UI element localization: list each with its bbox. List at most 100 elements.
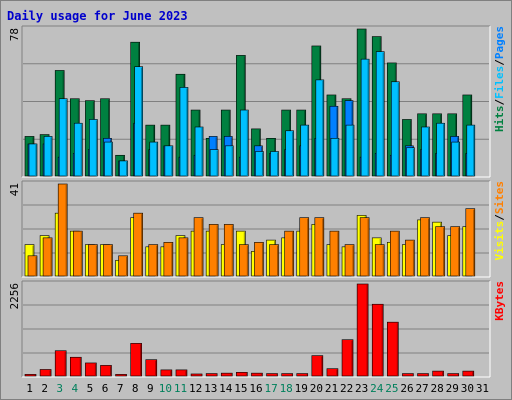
bar-files xyxy=(179,87,189,177)
bar-kbytes xyxy=(24,374,37,377)
bar-files xyxy=(375,51,385,177)
bar-kbytes xyxy=(432,370,444,377)
bar-files xyxy=(330,138,340,177)
x-tick-label: 22 xyxy=(340,382,353,395)
bar-sites xyxy=(344,244,355,277)
bar-sites xyxy=(299,217,310,277)
x-tick-label: 29 xyxy=(446,382,459,395)
bar-kbytes xyxy=(220,372,233,377)
bar-kbytes xyxy=(296,373,309,377)
bar-files xyxy=(104,141,113,177)
bar-files xyxy=(300,124,310,177)
legend-hits: Hits xyxy=(493,106,506,133)
bar-kbytes xyxy=(356,283,369,377)
bar-sites xyxy=(88,244,98,277)
bar-kbytes xyxy=(266,373,278,377)
x-tick-label: 16 xyxy=(249,382,262,395)
x-tick-label: 11 xyxy=(174,382,187,395)
bar-sites xyxy=(435,226,445,277)
bar-files xyxy=(164,145,174,177)
bar-files xyxy=(421,126,430,177)
x-tick-label: 3 xyxy=(56,382,63,395)
x-tick-label: 1 xyxy=(26,382,33,395)
legend-separator: / xyxy=(493,214,506,221)
bar-kbytes xyxy=(251,372,263,377)
legend-separator: / xyxy=(493,59,506,66)
bar-kbytes xyxy=(447,373,460,377)
bar-sites xyxy=(27,255,38,277)
x-tick-label: 10 xyxy=(159,382,172,395)
bar-files xyxy=(451,141,461,177)
bar-sites xyxy=(465,208,476,277)
bar-kbytes xyxy=(402,373,414,377)
legend-files: Files xyxy=(493,66,506,99)
bar-kbytes xyxy=(160,369,173,377)
bar-kbytes xyxy=(130,343,142,377)
bar-sites xyxy=(239,244,249,277)
bar-sites xyxy=(314,217,325,277)
bar-kbytes xyxy=(175,369,188,377)
x-tick-label: 2 xyxy=(41,382,48,395)
x-tick-label: 26 xyxy=(400,382,413,395)
bar-sites xyxy=(178,237,189,277)
bar-sites xyxy=(103,244,113,277)
bar-kbytes xyxy=(341,339,354,377)
bar-files xyxy=(209,149,219,177)
bar-kbytes xyxy=(387,321,399,377)
bar-kbytes xyxy=(371,303,384,377)
bar-sites xyxy=(42,237,53,277)
x-tick-label: 21 xyxy=(325,382,338,395)
bar-kbytes xyxy=(145,359,158,377)
bar-files xyxy=(194,126,204,177)
bar-files xyxy=(240,109,249,177)
bar-sites xyxy=(420,217,430,277)
bar-sites xyxy=(148,244,159,277)
panel-kbytes-legend: KBytes xyxy=(493,281,506,321)
x-tick-label: 8 xyxy=(132,382,139,395)
bar-files xyxy=(58,98,68,177)
bar-kbytes xyxy=(39,369,52,377)
bar-sites xyxy=(133,212,143,277)
bar-sites xyxy=(163,242,174,277)
x-tick-label: 30 xyxy=(461,382,474,395)
x-tick-label: 14 xyxy=(219,382,233,395)
legend-visits: Visits xyxy=(493,221,506,261)
bar-files xyxy=(406,147,415,177)
bar-files xyxy=(270,151,279,177)
x-tick-label: 5 xyxy=(87,382,94,395)
bar-sites xyxy=(390,230,400,277)
bar-files xyxy=(89,119,98,177)
bar-kbytes xyxy=(100,365,112,377)
bar-sites xyxy=(359,217,370,277)
bar-kbytes xyxy=(417,373,429,377)
bar-files xyxy=(315,79,325,177)
bar-files xyxy=(466,124,476,177)
bar-sites xyxy=(223,224,234,277)
bar-kbytes xyxy=(205,373,218,377)
bar-sites xyxy=(374,244,385,277)
bar-sites xyxy=(405,239,415,277)
bar-files xyxy=(119,160,128,177)
bar-sites xyxy=(193,217,204,277)
bar-files xyxy=(134,66,143,177)
x-tick-label: 18 xyxy=(280,382,293,395)
x-tick-label: 27 xyxy=(415,382,428,395)
x-tick-label: 31 xyxy=(476,382,489,395)
bar-sites xyxy=(57,183,68,277)
bar-kbytes xyxy=(236,372,248,377)
bar-kbytes xyxy=(54,350,67,377)
x-tick-label: 6 xyxy=(102,382,109,395)
x-tick-label: 19 xyxy=(295,382,308,395)
x-tick-label: 13 xyxy=(204,382,217,395)
bar-files xyxy=(360,58,370,177)
bar-kbytes xyxy=(281,373,293,377)
panel-kbytes-ymax-label: 2256 xyxy=(8,283,21,310)
bar-kbytes xyxy=(85,362,97,377)
panel-hits-files-pages-ymax-label: 78 xyxy=(8,28,21,41)
bar-files xyxy=(391,81,400,177)
bar-files xyxy=(224,145,234,177)
x-tick-label: 15 xyxy=(234,382,247,395)
legend-sites: Sites xyxy=(493,181,506,214)
x-tick-label: 23 xyxy=(355,382,368,395)
